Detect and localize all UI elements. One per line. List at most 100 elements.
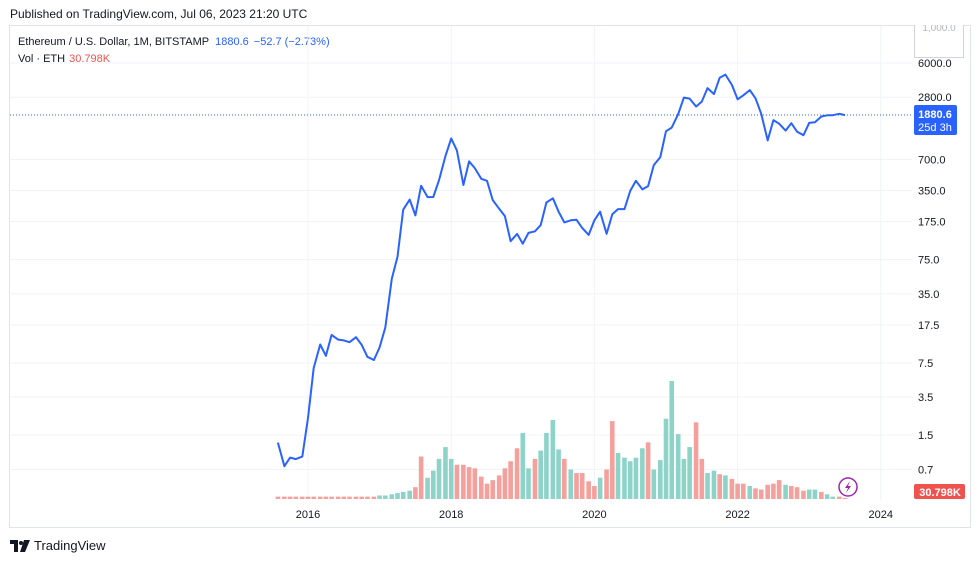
volume-bar — [562, 458, 567, 499]
volume-bar — [341, 496, 347, 499]
volume-bar — [311, 496, 317, 499]
volume-bars — [275, 381, 848, 499]
volume-bar — [753, 488, 758, 499]
year-tick-label: 2020 — [582, 509, 606, 521]
price-line — [276, 73, 846, 468]
tradingview-brand: TradingView — [34, 538, 106, 553]
volume-bar — [335, 496, 341, 499]
volume-bar — [776, 480, 782, 499]
volume-bar — [806, 489, 812, 499]
volume-bar — [407, 490, 412, 499]
price-change: −52.7 (−2.73%) — [253, 36, 330, 48]
lightning-icon[interactable] — [838, 477, 858, 497]
volume-bar — [830, 496, 836, 499]
volume-bar — [657, 460, 663, 499]
volume-bar — [723, 475, 728, 499]
volume-bar — [496, 475, 502, 499]
volume-bar — [490, 480, 496, 499]
volume-bar — [305, 496, 311, 499]
volume-bar — [705, 473, 710, 499]
published-label: Published on TradingView.com, Jul 06, 20… — [10, 7, 308, 21]
volume-bar — [472, 468, 478, 499]
volume-bar — [502, 468, 508, 499]
volume-bar — [669, 381, 675, 499]
volume-bar — [538, 450, 543, 499]
volume-bar — [508, 461, 513, 499]
volume-bar — [789, 486, 794, 499]
chart-frame — [9, 25, 971, 528]
volume-legend[interactable]: Vol · ETH 30.798K — [18, 53, 110, 65]
volume-bar — [466, 467, 472, 499]
volume-tag: 30.798K — [914, 484, 965, 499]
price-tick-label: 6000.0 — [918, 58, 952, 70]
volume-bar — [413, 487, 418, 499]
volume-bar — [729, 478, 735, 499]
year-tick-label: 2016 — [296, 509, 320, 521]
price-tick-label: 7.5 — [918, 358, 933, 370]
volume-value: 30.798K — [69, 53, 111, 65]
scale-box[interactable]: 1,000.0 — [914, 25, 964, 58]
volume-bar — [544, 432, 549, 499]
volume-bar — [597, 477, 603, 499]
grid-lines — [10, 26, 912, 500]
volume-bar — [347, 496, 352, 499]
volume-bar — [765, 484, 770, 499]
volume-bar — [819, 491, 824, 499]
volume-bar — [592, 486, 597, 499]
volume-bar — [484, 483, 490, 499]
volume-bar — [681, 458, 687, 499]
volume-tag-bg — [914, 484, 965, 499]
volume-bar — [365, 496, 370, 499]
price-tick-label: 175.0 — [918, 217, 946, 229]
volume-bar — [568, 469, 574, 499]
tradingview-logo[interactable]: TradingView — [10, 538, 106, 553]
volume-bar — [532, 458, 538, 499]
volume-bar — [836, 496, 842, 499]
volume-bar — [436, 458, 442, 499]
volume-bar — [400, 491, 406, 499]
volume-bar — [627, 461, 633, 499]
year-tick-label: 2024 — [869, 509, 893, 521]
volume-bar — [454, 464, 460, 499]
volume-bar — [640, 448, 645, 499]
year-tick-label: 2018 — [439, 509, 463, 521]
price-tick-label: 350.0 — [918, 185, 946, 197]
price-tick-label: 3.5 — [918, 392, 933, 404]
volume-bar — [448, 458, 454, 499]
price-tag-bg — [914, 105, 957, 135]
volume-bar — [651, 469, 657, 499]
volume-bar — [526, 468, 531, 499]
volume-bar — [443, 447, 448, 499]
volume-bar — [687, 447, 692, 499]
volume-tag-value: 30.798K — [919, 487, 961, 499]
volume-bar — [717, 474, 722, 499]
price-tick-label: 35.0 — [918, 289, 939, 301]
volume-bar — [425, 477, 430, 499]
symbol-legend[interactable]: Ethereum / U.S. Dollar, 1M, BITSTAMP 1880… — [18, 36, 330, 48]
volume-bar — [383, 495, 388, 499]
volume-bar — [353, 496, 359, 499]
volume-bar — [461, 464, 466, 499]
volume-label: Vol · ETH — [18, 53, 66, 65]
volume-bar — [633, 457, 639, 499]
price-tick-label: 17.5 — [918, 320, 939, 332]
volume-bar — [478, 476, 484, 499]
volume-bar — [604, 469, 609, 499]
volume-bar — [711, 470, 717, 499]
tradingview-logo-icon — [10, 539, 30, 552]
year-tick-label: 2022 — [725, 509, 749, 521]
volume-bar — [377, 495, 382, 499]
price-tick-label: 1.5 — [918, 430, 933, 442]
volume-bar — [771, 483, 776, 499]
volume-bar — [794, 487, 800, 499]
volume-bar — [431, 470, 436, 499]
price-tag: 1880.6 25d 3h — [914, 105, 957, 135]
volume-bar — [371, 496, 377, 499]
volume-bar — [812, 489, 818, 499]
volume-bar — [520, 432, 526, 499]
volume-bar — [675, 434, 681, 499]
volume-bar — [610, 421, 615, 499]
volume-bar — [395, 493, 400, 499]
volume-bar — [693, 422, 699, 499]
